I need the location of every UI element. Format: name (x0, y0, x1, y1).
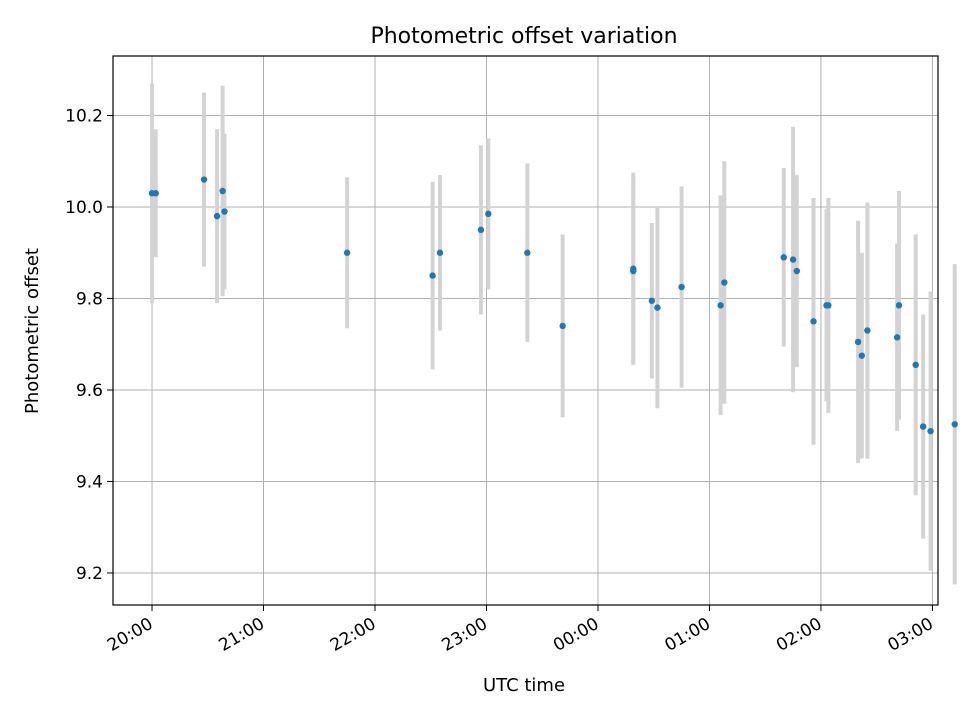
y-axis-label: Photometric offset (22, 248, 43, 414)
y-tick-label: 9.2 (76, 564, 103, 584)
data-point (895, 302, 903, 309)
data-point (893, 334, 901, 341)
x-tick-label: 21:00 (216, 614, 268, 656)
data-points (148, 176, 958, 435)
data-point (793, 267, 800, 275)
data-point (927, 427, 934, 435)
y-tick-label: 9.8 (76, 289, 103, 309)
data-point (485, 210, 492, 218)
chart-title: Photometric offset variation (370, 24, 677, 49)
data-point (854, 338, 862, 346)
data-point (912, 361, 919, 369)
x-tick-label: 03:00 (884, 614, 936, 656)
x-tick-label: 22:00 (327, 614, 379, 656)
x-tick-label: 23:00 (439, 614, 491, 656)
x-axis-label: UTC time (483, 675, 565, 696)
x-tick-label: 00:00 (550, 614, 602, 656)
data-point (717, 302, 724, 309)
data-point (919, 423, 927, 430)
data-point (436, 249, 444, 256)
y-tick-label: 9.6 (76, 381, 103, 401)
data-point (477, 226, 485, 234)
data-point (780, 254, 787, 261)
data-point (864, 327, 871, 334)
data-point (559, 322, 566, 330)
grid-lines (113, 56, 938, 605)
data-point (810, 318, 817, 325)
y-tick-label: 10.2 (65, 106, 103, 126)
data-point (200, 176, 208, 183)
x-axis-ticks: 20:00 21:00 22:00 23:00 00:00 01:00 02:00 03:00… (104, 605, 937, 656)
data-point (630, 265, 637, 272)
data-point (524, 249, 531, 256)
data-point (678, 283, 685, 291)
data-point (343, 249, 351, 256)
data-point (213, 212, 221, 220)
data-point (429, 272, 436, 279)
x-tick-label: 01:00 (662, 614, 714, 656)
data-point (858, 352, 866, 359)
y-tick-label: 9.4 (76, 472, 103, 492)
data-point (221, 208, 228, 215)
x-tick-label: 20:00 (104, 614, 156, 656)
data-point (721, 279, 728, 286)
y-tick-label: 10.0 (65, 198, 103, 218)
error-bars (150, 83, 957, 585)
data-point (648, 297, 656, 304)
data-point (654, 304, 661, 311)
data-point (219, 187, 226, 195)
plot-frame (112, 55, 939, 606)
data-point (825, 302, 832, 309)
y-axis-ticks: 9.2 9.4 9.6 9.8 10.0 10.2 (65, 106, 113, 584)
data-point (951, 421, 958, 428)
x-tick-label: 02:00 (773, 614, 825, 656)
data-point (152, 190, 159, 197)
data-point (789, 256, 797, 263)
